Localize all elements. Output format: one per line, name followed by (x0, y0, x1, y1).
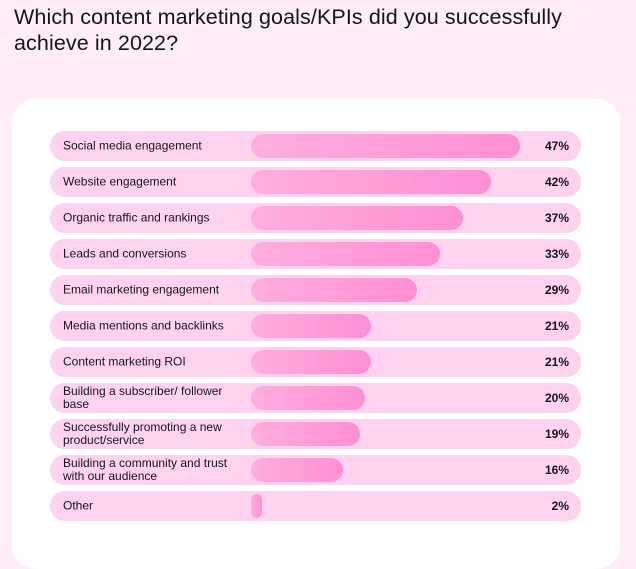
bar (251, 278, 417, 302)
bar (251, 242, 440, 266)
bar-track (251, 458, 520, 482)
bar (251, 170, 492, 194)
bar-track (251, 386, 520, 410)
category-label: Website engagement (63, 174, 177, 189)
value-label: 20% (544, 391, 569, 405)
bar (251, 458, 343, 482)
bar-track (251, 494, 520, 518)
category-label: Other (63, 498, 94, 513)
bar-row: Building a subscriber/ follower base 20% (50, 383, 581, 413)
bar-row: Other 2% (50, 491, 581, 521)
value-label: 19% (544, 427, 569, 441)
category-label: Building a community and trust with our … (63, 456, 228, 483)
bar-track (251, 242, 520, 266)
bar-row: Organic traffic and rankings 37% (50, 203, 581, 233)
chart-title: Which content marketing goals/KPIs did y… (14, 5, 563, 55)
category-label: Media mentions and backlinks (63, 318, 224, 333)
bar-track (251, 170, 520, 194)
category-label: Building a subscriber/ follower base (63, 384, 223, 411)
category-label: Leads and conversions (63, 246, 187, 261)
bar-track (251, 134, 520, 158)
bar-row: Building a community and trust with our … (50, 455, 581, 485)
value-label: 47% (544, 139, 569, 153)
bar (251, 350, 372, 374)
bar (251, 206, 463, 230)
bar (251, 422, 360, 446)
category-label: Successfully promoting a new product/ser… (63, 420, 222, 447)
bar (251, 134, 520, 158)
bar-row: Leads and conversions 33% (50, 239, 581, 269)
bar-row: Social media engagement 47% (50, 131, 581, 161)
category-label: Organic traffic and rankings (63, 210, 210, 225)
bar-track (251, 314, 520, 338)
value-label: 29% (544, 283, 569, 297)
bar-track (251, 206, 520, 230)
bar-track (251, 422, 520, 446)
value-label: 2% (551, 499, 569, 513)
bar-track (251, 350, 520, 374)
bar (251, 386, 366, 410)
value-label: 42% (544, 175, 569, 189)
bar (251, 314, 372, 338)
value-label: 33% (544, 247, 569, 261)
bar-row: Email marketing engagement 29% (50, 275, 581, 305)
bar-row: Media mentions and backlinks 21% (50, 311, 581, 341)
bar-row: Content marketing ROI 21% (50, 347, 581, 377)
category-label: Social media engagement (63, 138, 202, 153)
bar (251, 494, 263, 518)
bar-row: Website engagement 42% (50, 167, 581, 197)
value-label: 21% (544, 319, 569, 333)
bar-track (251, 278, 520, 302)
category-label: Email marketing engagement (63, 282, 220, 297)
bar-chart: Social media engagement 47% Website engage… (50, 131, 581, 527)
bar-row: Successfully promoting a new product/ser… (50, 419, 581, 449)
value-label: 16% (544, 463, 569, 477)
category-label: Content marketing ROI (63, 354, 186, 369)
value-label: 21% (544, 355, 569, 369)
value-label: 37% (544, 211, 569, 225)
